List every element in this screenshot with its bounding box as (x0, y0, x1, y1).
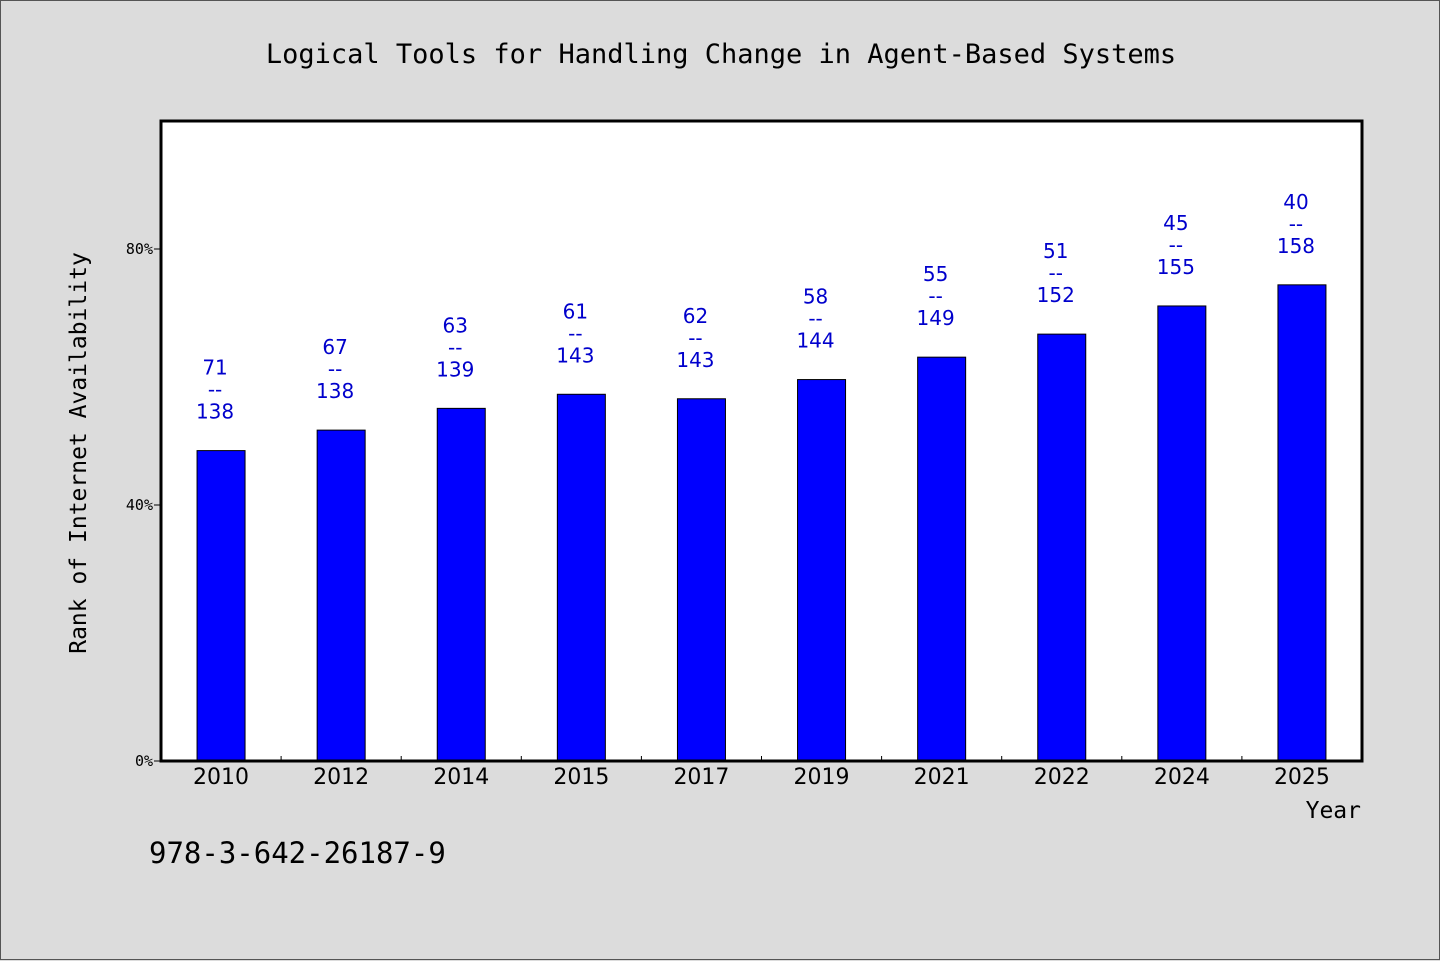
data-label-2010-2: 138 (196, 400, 234, 424)
data-label-2017-1: -- (688, 326, 702, 350)
data-label-2019-1: -- (808, 307, 822, 331)
x-tick-label-2019: 2019 (794, 765, 850, 790)
x-tick-label-2015: 2015 (553, 765, 609, 790)
y-tick-label-0: 0% (135, 752, 153, 770)
y-tick-label-1: 40% (126, 496, 153, 514)
data-label-2021-1: -- (928, 284, 942, 308)
data-label-2022-0: 51 (1043, 239, 1068, 263)
data-label-2022-2: 152 (1037, 283, 1075, 307)
data-label-2024-0: 45 (1163, 211, 1188, 235)
bar-2022 (1037, 333, 1087, 762)
x-tick-label-2021: 2021 (914, 765, 970, 790)
data-labels-group: 71--13867--13863--13961--14362--14358--1… (196, 190, 1315, 424)
data-label-2024-1: -- (1169, 233, 1183, 257)
chart-title: Logical Tools for Handling Change in Age… (266, 39, 1176, 70)
data-label-2014-1: -- (448, 335, 462, 359)
data-label-2014-2: 139 (436, 357, 474, 381)
data-label-2010-1: -- (208, 378, 222, 402)
x-tick-label-2022: 2022 (1034, 765, 1090, 790)
x-tick-label-2010: 2010 (193, 765, 249, 790)
data-label-2012-1: -- (328, 357, 342, 381)
bar-2024 (1157, 305, 1207, 762)
y-axis-label: Rank of Internet Availability (66, 252, 92, 654)
x-tick-label-2025: 2025 (1274, 765, 1330, 790)
data-label-2022-1: -- (1049, 261, 1063, 285)
data-label-2015-2: 143 (556, 343, 594, 367)
bar-2025 (1277, 284, 1327, 762)
bars-group (196, 284, 1327, 762)
isbn-text: 978-3-642-26187-9 (149, 836, 446, 870)
bar-2017 (676, 398, 726, 762)
data-label-2015-1: -- (568, 321, 582, 345)
data-label-2012-2: 138 (316, 379, 354, 403)
x-tick-label-2014: 2014 (433, 765, 489, 790)
data-label-2025-0: 40 (1283, 190, 1308, 214)
data-label-2017-0: 62 (683, 304, 708, 328)
data-label-2012-0: 67 (322, 335, 347, 359)
bar-2012 (316, 429, 366, 762)
data-label-2015-0: 61 (563, 299, 588, 323)
x-tick-label-2024: 2024 (1154, 765, 1210, 790)
data-label-2017-2: 143 (676, 348, 714, 372)
x-tick-label-2017: 2017 (673, 765, 729, 790)
y-axis: 0% 40% 80% (126, 240, 161, 770)
data-label-2024-2: 155 (1157, 255, 1195, 279)
data-label-2019-0: 58 (803, 285, 828, 309)
data-label-2014-0: 63 (443, 313, 468, 337)
data-label-2010-0: 71 (202, 356, 227, 380)
bar-2015 (556, 393, 606, 762)
bar-2019 (797, 379, 847, 762)
x-axis-label: Year (1306, 798, 1361, 824)
data-label-2025-1: -- (1289, 212, 1303, 236)
y-tick-label-2: 80% (126, 240, 153, 258)
data-label-2019-2: 144 (796, 329, 834, 353)
bar-2010 (196, 450, 246, 762)
data-label-2021-0: 55 (923, 262, 948, 286)
bar-2021 (917, 356, 967, 762)
data-label-2021-2: 149 (917, 306, 955, 330)
x-axis: 2010 2012 2014 2015 2017 2019 2021 2022 2024 2025 (193, 756, 1330, 790)
data-label-2025-2: 158 (1277, 234, 1315, 258)
bar-2014 (436, 407, 486, 762)
x-tick-label-2012: 2012 (313, 765, 369, 790)
